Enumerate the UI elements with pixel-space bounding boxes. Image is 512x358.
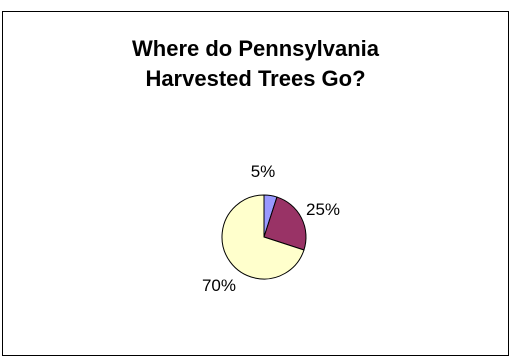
chart-area: Where do Pennsylvania Harvested Trees Go…	[2, 11, 509, 356]
pie-slice-70	[221, 194, 305, 280]
pie-slice-25	[263, 196, 307, 251]
pie-chart: 5% 25% 70%	[202, 162, 340, 295]
pie-label-25: 25%	[306, 200, 340, 219]
chart-title: Where do Pennsylvania Harvested Trees Go…	[3, 34, 508, 94]
pie-label-70: 70%	[202, 276, 236, 295]
chart-title-line-2: Harvested Trees Go?	[145, 66, 366, 91]
pie-label-5: 5%	[251, 162, 276, 181]
chart-title-line-1: Where do Pennsylvania	[132, 36, 379, 61]
clipped-header-text	[0, 0, 512, 10]
